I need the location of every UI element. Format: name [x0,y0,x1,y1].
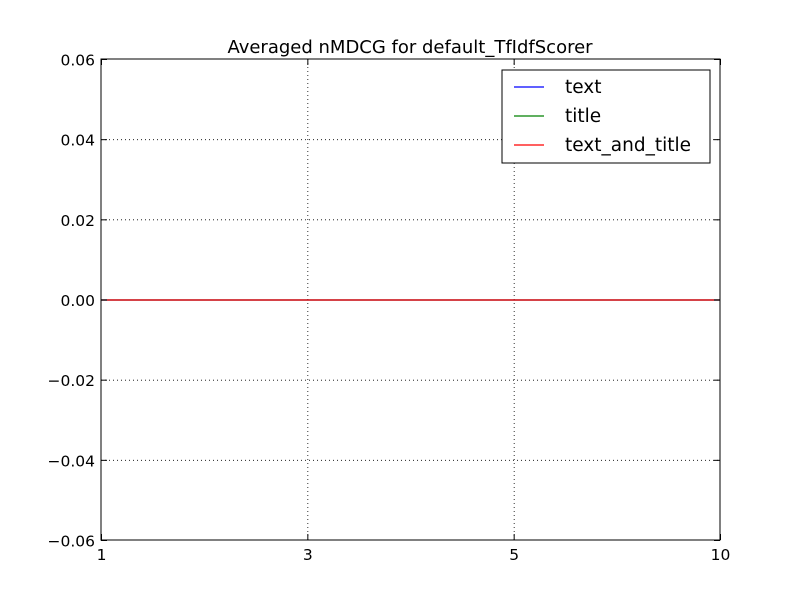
legend-label-title: title [565,106,601,127]
chart-title: Averaged nMDCG for default_TfIdfScorer [227,37,593,58]
y-tick-label: −0.04 [48,452,96,470]
y-tick-label: 0.00 [60,292,95,310]
x-tick-label: 10 [711,546,731,564]
y-tick-label: −0.02 [48,372,96,390]
legend-label-text: text [565,77,602,98]
y-tick-label: 0.06 [60,52,95,70]
y-tick-label: 0.02 [60,212,95,230]
y-tick-label: 0.04 [60,132,95,150]
x-tick-label: 1 [97,546,107,564]
legend-label-text-and-title: text_and_title [565,135,691,156]
axis-ticks [101,59,721,541]
y-tick-label: −0.06 [48,533,96,551]
x-tick-label: 5 [509,546,519,564]
x-tick-label: 3 [303,546,313,564]
legend: text title text_and_title [501,69,711,164]
x-axis-tick-labels: 1 3 5 10 [97,546,731,564]
y-axis-tick-labels: 0.06 0.04 0.02 0.00 −0.02 −0.04 −0.06 [48,52,96,551]
